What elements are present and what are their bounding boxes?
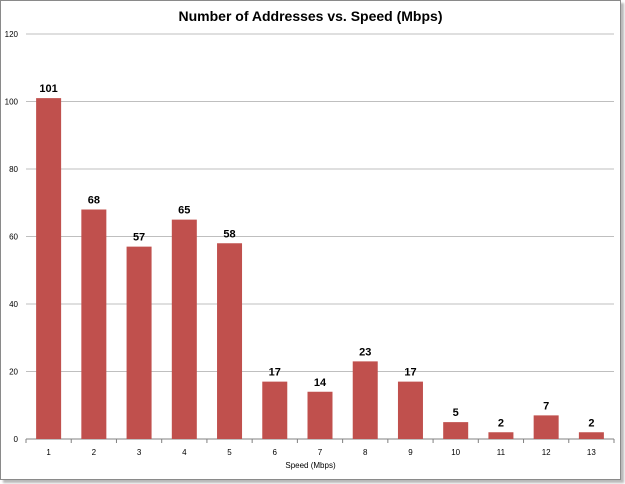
bar [36, 98, 62, 439]
x-tick-label: 2 [92, 448, 97, 457]
bar [126, 246, 152, 439]
bar [171, 219, 197, 439]
bar [307, 391, 333, 439]
y-tick-label: 80 [9, 165, 18, 174]
data-label: 101 [39, 83, 57, 95]
x-tick-label: 10 [451, 448, 460, 457]
y-tick-label: 120 [5, 30, 19, 39]
bar [397, 381, 423, 439]
data-label: 2 [588, 417, 594, 429]
x-axis-label: Speed (Mbps) [285, 461, 336, 470]
y-tick-label: 40 [9, 300, 18, 309]
y-tick-label: 100 [5, 98, 19, 107]
x-tick-label: 5 [227, 448, 232, 457]
x-tick-label: 3 [137, 448, 142, 457]
data-label: 17 [269, 367, 281, 379]
x-tick-label: 9 [408, 448, 413, 457]
data-label: 57 [133, 232, 145, 244]
x-tick-label: 6 [273, 448, 278, 457]
chart-title: Number of Addresses vs. Speed (Mbps) [178, 8, 443, 24]
bar [81, 209, 107, 439]
x-tick-label: 13 [587, 448, 596, 457]
bar [352, 361, 378, 439]
y-tick-label: 60 [9, 233, 18, 242]
data-label: 7 [543, 400, 549, 412]
x-tick-label: 8 [363, 448, 368, 457]
data-label: 23 [359, 346, 371, 358]
x-tick-label: 1 [46, 448, 51, 457]
bar [262, 381, 288, 439]
x-tick-label: 7 [318, 448, 323, 457]
data-label: 2 [498, 417, 504, 429]
bar [578, 432, 604, 439]
bar [533, 415, 559, 439]
x-tick-label: 4 [182, 448, 187, 457]
data-label: 5 [453, 407, 459, 419]
bar [443, 422, 469, 439]
x-tick-label: 12 [542, 448, 551, 457]
bar [217, 243, 243, 439]
data-label: 65 [178, 205, 190, 217]
data-label: 68 [88, 195, 100, 207]
y-tick-label: 20 [9, 368, 18, 377]
data-label: 14 [314, 377, 327, 389]
x-tick-label: 11 [497, 448, 506, 457]
bar [488, 432, 514, 439]
data-label: 58 [223, 228, 235, 240]
y-tick-label: 0 [14, 435, 19, 444]
data-label: 17 [404, 367, 416, 379]
